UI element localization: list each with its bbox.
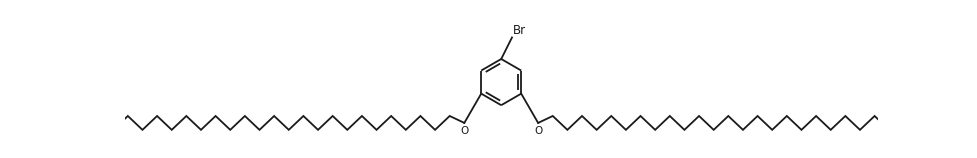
Text: O: O [533,126,541,136]
Text: Br: Br [512,24,526,37]
Text: O: O [460,126,468,136]
